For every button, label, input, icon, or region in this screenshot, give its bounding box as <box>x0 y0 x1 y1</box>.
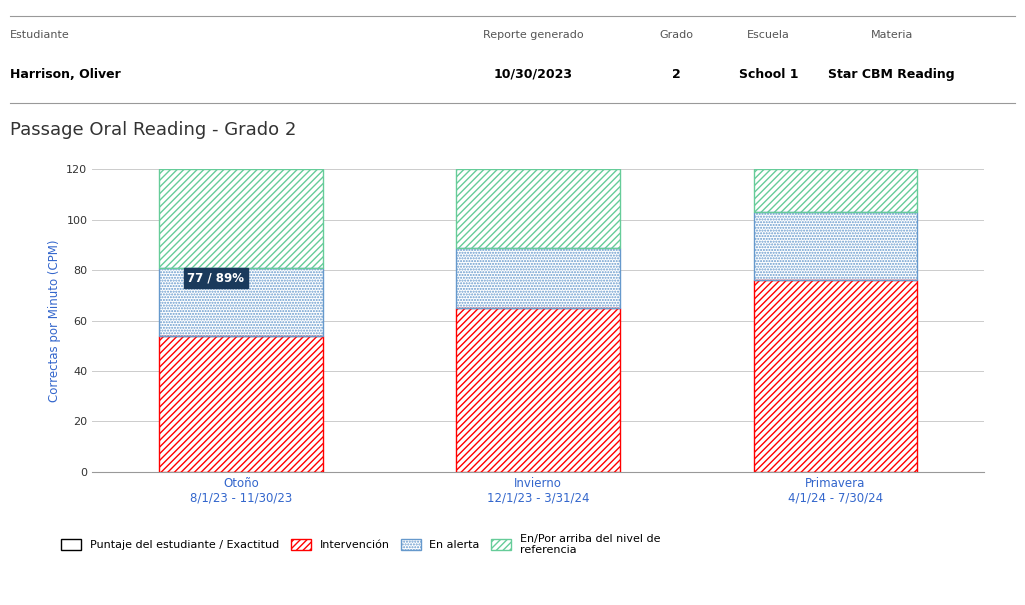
Bar <box>456 308 620 472</box>
Bar <box>456 169 620 247</box>
Bar <box>159 336 323 472</box>
Bar <box>159 336 323 472</box>
Text: Grado: Grado <box>659 30 694 41</box>
Bar <box>753 212 917 280</box>
Text: Estudiante: Estudiante <box>10 30 70 41</box>
Bar <box>159 267 323 336</box>
Legend: Puntaje del estudiante / Exactitud, Intervención, En alerta, En/Por arriba del n: Puntaje del estudiante / Exactitud, Inte… <box>56 529 664 560</box>
Text: Harrison, Oliver: Harrison, Oliver <box>10 68 121 80</box>
Bar <box>456 169 620 247</box>
Bar <box>753 169 917 212</box>
Text: School 1: School 1 <box>739 68 798 80</box>
Text: Passage Oral Reading - Grado 2: Passage Oral Reading - Grado 2 <box>10 121 296 139</box>
Bar <box>753 212 917 280</box>
Bar <box>753 280 917 472</box>
Text: Escuela: Escuela <box>747 30 790 41</box>
Bar <box>753 280 917 472</box>
Text: Materia: Materia <box>870 30 913 41</box>
Y-axis label: Correctas por Minuto (CPM): Correctas por Minuto (CPM) <box>48 240 60 402</box>
Text: Star CBM Reading: Star CBM Reading <box>828 68 955 80</box>
Text: 77 / 89%: 77 / 89% <box>188 271 244 284</box>
Bar <box>753 169 917 212</box>
Text: Reporte generado: Reporte generado <box>483 30 583 41</box>
Bar <box>456 308 620 472</box>
Bar <box>159 169 323 267</box>
Bar <box>159 169 323 267</box>
Bar <box>159 267 323 336</box>
Bar <box>456 247 620 308</box>
Bar <box>456 247 620 308</box>
Text: 2: 2 <box>672 68 681 80</box>
Text: 10/30/2023: 10/30/2023 <box>493 68 573 80</box>
